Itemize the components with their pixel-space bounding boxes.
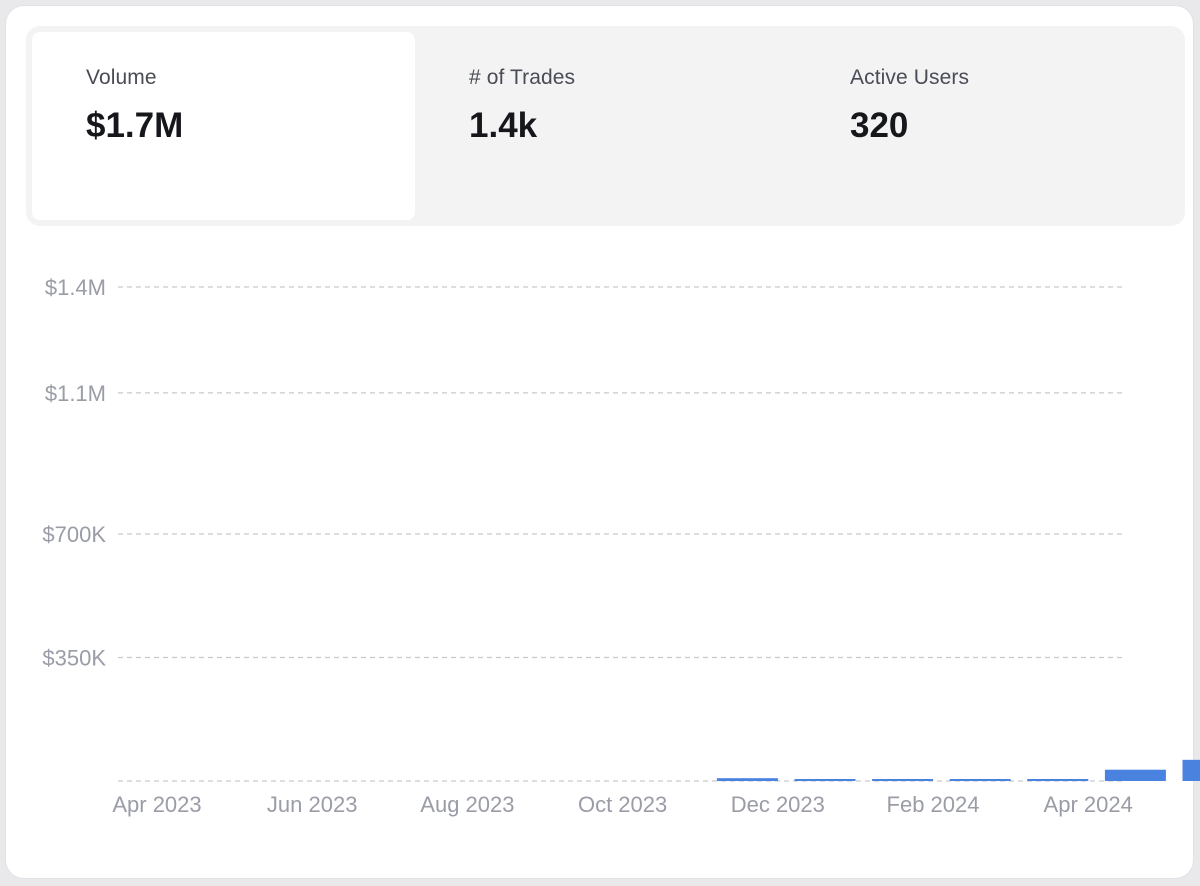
analytics-card: Volume $1.7M # of Trades 1.4k Active Use… [6, 6, 1193, 878]
stat-value-trades: 1.4k [469, 106, 538, 145]
y-tick-label: $1.1M [45, 381, 106, 406]
stat-label-volume: Volume [86, 66, 157, 89]
bar [716, 778, 778, 781]
x-tick-label: Dec 2023 [731, 792, 825, 817]
y-tick-label: $350K [42, 646, 106, 671]
bar [949, 779, 1011, 781]
bar [1027, 779, 1089, 781]
stat-value-active-users: 320 [850, 106, 909, 145]
x-tick-label: Aug 2023 [420, 792, 514, 817]
x-tick-label: Jun 2023 [267, 792, 358, 817]
stat-tab-active-users[interactable]: Active Users 320 [796, 32, 1179, 220]
stat-label-trades: # of Trades [469, 66, 576, 89]
x-tick-label: Oct 2023 [578, 792, 667, 817]
y-tick-label: $700K [42, 522, 106, 547]
stat-label-active-users: Active Users [850, 66, 970, 89]
x-tick-label: Apr 2024 [1044, 792, 1133, 817]
bar [1104, 769, 1166, 781]
x-tick-label: Apr 2023 [112, 792, 201, 817]
stat-tab-trades[interactable]: # of Trades 1.4k [415, 32, 798, 220]
bar [872, 779, 934, 781]
stat-value-volume: $1.7M [86, 106, 184, 145]
x-tick-label: Feb 2024 [887, 792, 980, 817]
y-tick-label: $1.4M [45, 275, 106, 300]
bar [1182, 759, 1200, 781]
bar [794, 779, 856, 781]
stat-tab-volume[interactable]: Volume $1.7M [32, 32, 415, 220]
stats-panel: Volume $1.7M # of Trades 1.4k Active Use… [26, 26, 1185, 226]
